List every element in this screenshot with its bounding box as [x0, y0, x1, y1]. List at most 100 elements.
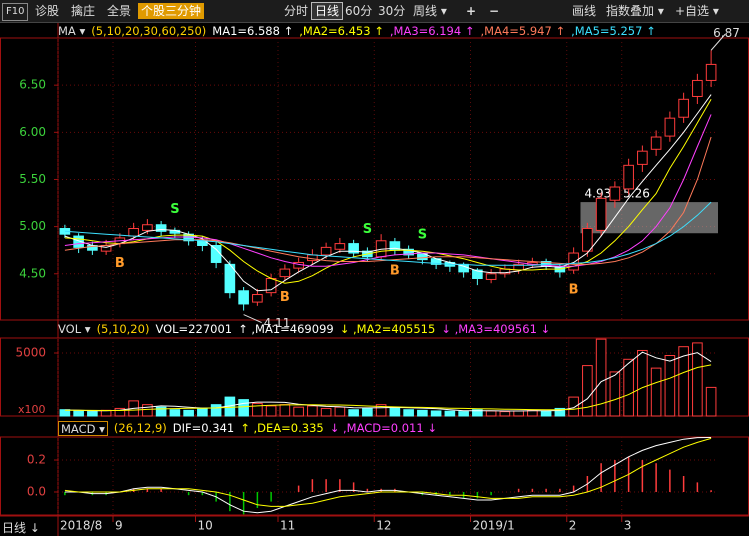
x-tick-label: 12: [376, 519, 391, 533]
overview-button[interactable]: 全景: [107, 4, 132, 18]
candle-body: [678, 98, 689, 118]
y-tick-label: 0.2: [27, 453, 46, 467]
x-tick-label: 9: [115, 519, 123, 533]
volume-bar: [430, 410, 442, 417]
ma-legend: ,MA2=6.453 ↑: [299, 24, 384, 38]
volume-bar: [568, 396, 579, 417]
candle-body: [73, 235, 84, 248]
volume-bar: [348, 409, 359, 417]
candle-body: [238, 290, 249, 305]
diagnose-button[interactable]: 诊股: [35, 4, 60, 18]
volume-bar: [320, 407, 332, 417]
candle-body: [623, 164, 634, 190]
volume-bar: [554, 407, 566, 417]
period-label[interactable]: 日线 ↓: [2, 521, 40, 535]
candle-body: [472, 269, 483, 280]
indicator-menu[interactable]: MA ▾: [58, 24, 86, 38]
candle-body: [128, 228, 139, 237]
ma-legend: MA1=6.588 ↑: [212, 24, 294, 38]
x-tick-label: 11: [280, 519, 295, 533]
signal-label: B: [569, 282, 579, 297]
low-pointer: [243, 314, 262, 324]
ma-legend: ,MA4=5.947 ↑: [480, 24, 566, 38]
panel-frame: [0, 337, 749, 417]
indicator-params: (26,12,9): [113, 421, 167, 435]
indicator-menu[interactable]: VOL ▾: [58, 322, 91, 336]
signal-label: S: [363, 222, 372, 237]
macd-legend: ↑ ,DEA=0.335: [240, 421, 324, 435]
volume-bar: [499, 411, 511, 417]
zoom-out[interactable]: −: [489, 4, 500, 18]
indicator-current: VOL=227001: [155, 322, 233, 336]
candle-body: [582, 228, 593, 252]
volume-bar: [540, 410, 552, 417]
capture-button[interactable]: 擒庄: [71, 4, 96, 18]
volume-bar: [238, 399, 249, 417]
volume-bar: [623, 358, 634, 417]
draw-button[interactable]: 画线: [572, 4, 597, 18]
period-daily[interactable]: 日线: [311, 2, 344, 20]
candle-body: [485, 273, 497, 280]
period-intraday[interactable]: 分时: [284, 4, 309, 18]
signal-label: S: [170, 202, 179, 217]
y-tick-label: 5000: [15, 345, 46, 359]
low-label: 4.11: [264, 316, 291, 330]
macd-header: MACD ▾ (26,12,9) DIF=0.341 ↑ ,DEA=0.335 ↓ …: [58, 421, 437, 436]
macd-line: [64, 437, 712, 507]
y-tick-label: 5.00: [19, 219, 46, 233]
volume-bar: [458, 411, 469, 417]
f10-button[interactable]: F10: [2, 3, 29, 21]
vol-legend: ↑ ,MA1=469099: [238, 322, 334, 336]
candle-body: [609, 186, 621, 201]
vol-ma-line: [64, 351, 712, 412]
volume-bar: [705, 386, 717, 417]
volume-bar: [664, 355, 676, 417]
candle-body: [210, 244, 222, 263]
x-tick-label: 2018/8: [60, 519, 102, 533]
vol-legend: ↓ ,MA2=405515: [339, 322, 436, 336]
volume-header: VOL ▾ (5,10,20) VOL=227001 ↑ ,MA1=469099…: [58, 322, 550, 337]
volume-bar: [609, 371, 621, 417]
volume-bar: [375, 404, 387, 417]
y-tick-label: 6.50: [19, 78, 46, 92]
ma-line: [64, 201, 712, 266]
panel-frame: [0, 436, 749, 516]
candle-body: [637, 150, 648, 165]
y-tick-label: 4.50: [19, 266, 46, 280]
high-pointer: [710, 33, 726, 51]
three-minute-button[interactable]: 个股三分钟: [138, 3, 205, 19]
ma-line: [64, 114, 712, 267]
indicator-params: (5,10,20,30,60,250): [91, 24, 207, 38]
volume-bar: [279, 404, 291, 417]
candle-body: [650, 136, 662, 150]
candle-body: [279, 268, 291, 278]
overlay-button[interactable]: 指数叠加 ▾: [606, 4, 664, 18]
candle-body: [568, 252, 579, 271]
ma-legend: ,MA5=5.257 ↑: [571, 24, 656, 38]
period-weekly[interactable]: 周线 ▾: [413, 4, 447, 18]
vol-legend: ↓ ,MA3=409561 ↓: [441, 322, 551, 336]
indicator-menu[interactable]: MACD ▾: [58, 421, 108, 436]
volume-bar: [417, 409, 428, 417]
candle-body: [595, 197, 607, 231]
period-60min[interactable]: 60分: [345, 4, 373, 18]
candle-body: [403, 248, 414, 256]
volume-bar: [692, 342, 703, 417]
macd-legend: DIF=0.341: [172, 421, 235, 435]
volume-bar: [197, 407, 208, 417]
high-label: 6.87: [713, 26, 740, 40]
volume-bar: [472, 409, 483, 417]
zoom-in[interactable]: +: [466, 4, 477, 18]
period-30min[interactable]: 30分: [378, 4, 406, 18]
volume-bar: [73, 410, 84, 417]
candle-body: [348, 243, 359, 254]
candle-body: [692, 79, 703, 97]
volume-bar: [265, 405, 277, 417]
candle-body: [252, 294, 263, 303]
volume-bar: [513, 410, 524, 417]
watchlist-button[interactable]: +自选 ▾: [675, 4, 719, 18]
volume-bar: [485, 410, 497, 417]
volume-bar: [403, 409, 414, 417]
candle-body: [664, 117, 676, 137]
